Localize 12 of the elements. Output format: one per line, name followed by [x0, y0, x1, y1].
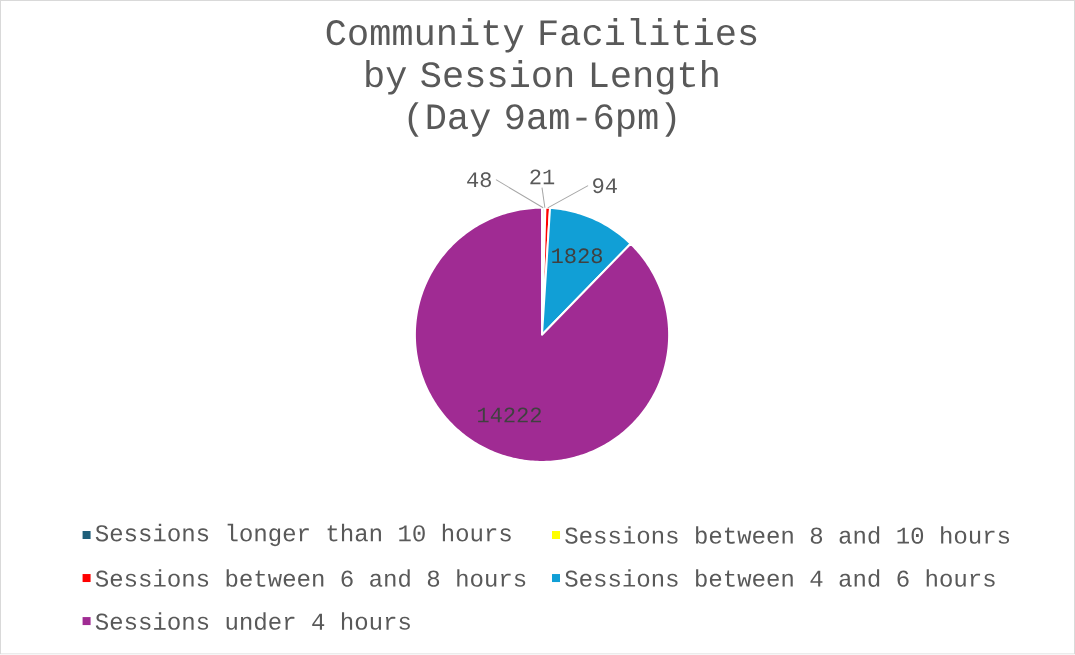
data-label: 48: [467, 172, 491, 188]
chart-title: Community Facilities by Session Length: [326, 18, 757, 95]
legend-label: Sessions between 4 and 6 hours: [565, 569, 995, 588]
data-label: 94: [593, 178, 617, 194]
data-label: 14222: [478, 407, 541, 423]
legend-label: Sessions between 8 and 10 hours: [565, 526, 1010, 545]
legend-label: Sessions under 4 hours: [95, 612, 410, 631]
chart-subtitle: (Day 9am-6pm): [408, 102, 676, 137]
data-label: 21: [530, 169, 555, 185]
data-label: 1828: [552, 248, 603, 264]
legend-label: Sessions between 6 and 8 hours: [95, 569, 526, 588]
legend-label: Sessions longer than 10 hours: [95, 523, 511, 547]
